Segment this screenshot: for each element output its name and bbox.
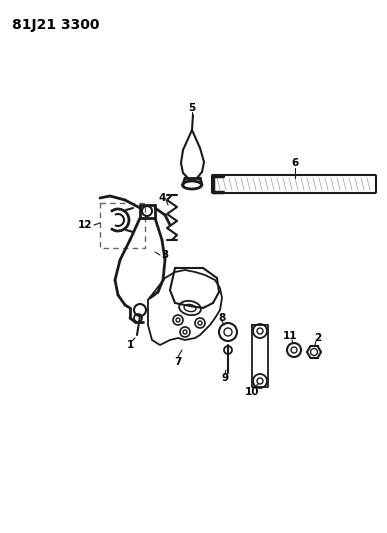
Text: 11: 11 — [283, 331, 297, 341]
FancyBboxPatch shape — [212, 175, 376, 193]
Text: 10: 10 — [245, 387, 259, 397]
Bar — [100, 203, 145, 248]
Text: 8: 8 — [218, 313, 226, 323]
Text: 1: 1 — [127, 340, 134, 350]
Text: 3: 3 — [161, 250, 169, 260]
Text: 2: 2 — [314, 333, 322, 343]
Text: 7: 7 — [174, 357, 182, 367]
Text: 81J21 3300: 81J21 3300 — [12, 18, 99, 32]
Text: 9: 9 — [221, 373, 229, 383]
Text: 12: 12 — [77, 220, 92, 230]
Text: 6: 6 — [291, 158, 299, 168]
Text: 5: 5 — [188, 103, 195, 113]
Text: 4: 4 — [158, 193, 166, 203]
